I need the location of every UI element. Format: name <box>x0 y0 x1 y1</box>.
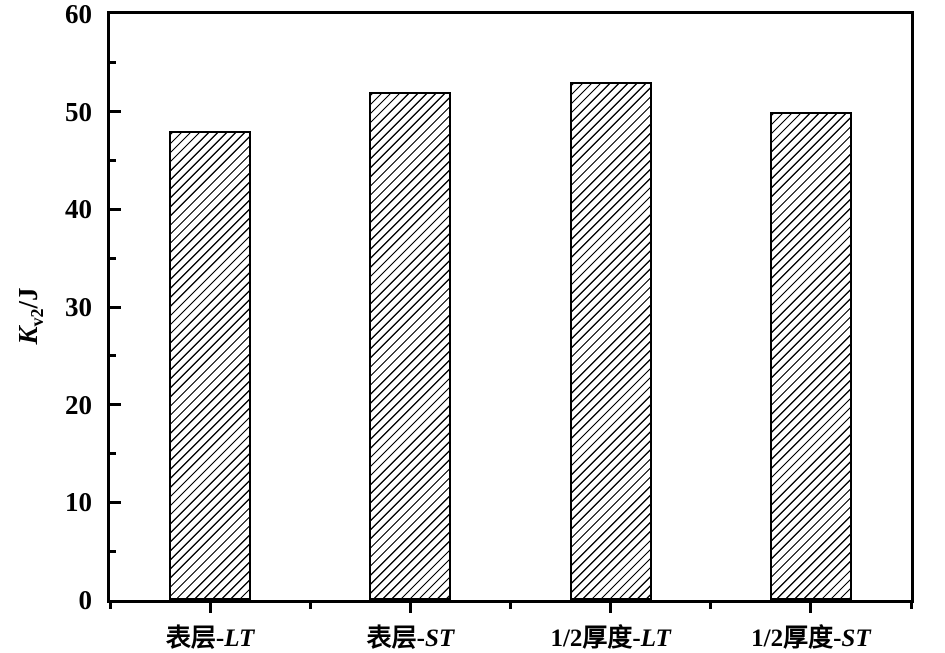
y-axis-title-symbol: K <box>13 326 43 345</box>
x-major-tick <box>408 601 412 613</box>
x-minor-tick <box>509 601 512 609</box>
y-minor-tick <box>110 549 116 553</box>
bar-2 <box>569 82 652 600</box>
y-minor-tick <box>110 159 116 162</box>
x-minor-tick <box>909 601 913 609</box>
x-category-label-3: 1/2厚度-ST <box>751 618 870 653</box>
x-category-label-suffix: LT <box>224 625 255 652</box>
x-category-label-suffix: ST <box>424 625 455 652</box>
y-minor-tick <box>110 256 116 260</box>
bar-3 <box>769 111 852 600</box>
y-tick-label-40: 40 <box>65 194 92 225</box>
y-minor-tick <box>110 354 116 358</box>
x-category-label-prefix: 1/2厚度- <box>751 625 842 652</box>
x-category-label-prefix: 表层- <box>165 625 225 652</box>
x-minor-tick <box>308 601 312 609</box>
x-major-tick <box>809 601 813 613</box>
x-major-tick <box>609 601 613 613</box>
x-category-label-suffix: ST <box>841 625 871 652</box>
x-category-label-suffix: LT <box>640 625 671 652</box>
y-tick-label-0: 0 <box>78 585 93 615</box>
bar-0 <box>169 131 252 600</box>
y-tick-label-30: 30 <box>65 292 92 322</box>
y-tick-label-50: 50 <box>65 96 92 127</box>
y-axis-title-subscript: v2 <box>27 308 47 327</box>
y-tick-label-10: 10 <box>65 487 92 518</box>
y-major-tick <box>110 403 121 407</box>
y-axis-title-unit: /J <box>13 287 43 309</box>
y-major-tick <box>110 500 121 504</box>
y-minor-tick <box>110 452 116 455</box>
y-axis-title: Kv2/J <box>8 186 48 446</box>
plot-area <box>107 11 914 603</box>
x-minor-tick <box>709 601 713 609</box>
y-major-tick <box>110 110 121 114</box>
x-major-tick <box>208 601 212 613</box>
y-major-tick <box>110 207 121 211</box>
x-category-label-prefix: 1/2厚度- <box>550 625 641 652</box>
x-category-label-prefix: 表层- <box>366 625 425 652</box>
y-tick-label-20: 20 <box>65 389 92 420</box>
x-minor-tick <box>108 601 112 609</box>
bar-1 <box>369 92 452 600</box>
x-category-label-0: 表层-LT <box>166 618 254 653</box>
y-tick-label-60: 60 <box>65 0 92 29</box>
y-minor-tick <box>110 61 116 65</box>
x-category-label-1: 表层-ST <box>367 618 455 653</box>
y-major-tick <box>110 305 121 309</box>
x-category-label-2: 1/2厚度-LT <box>550 618 670 653</box>
